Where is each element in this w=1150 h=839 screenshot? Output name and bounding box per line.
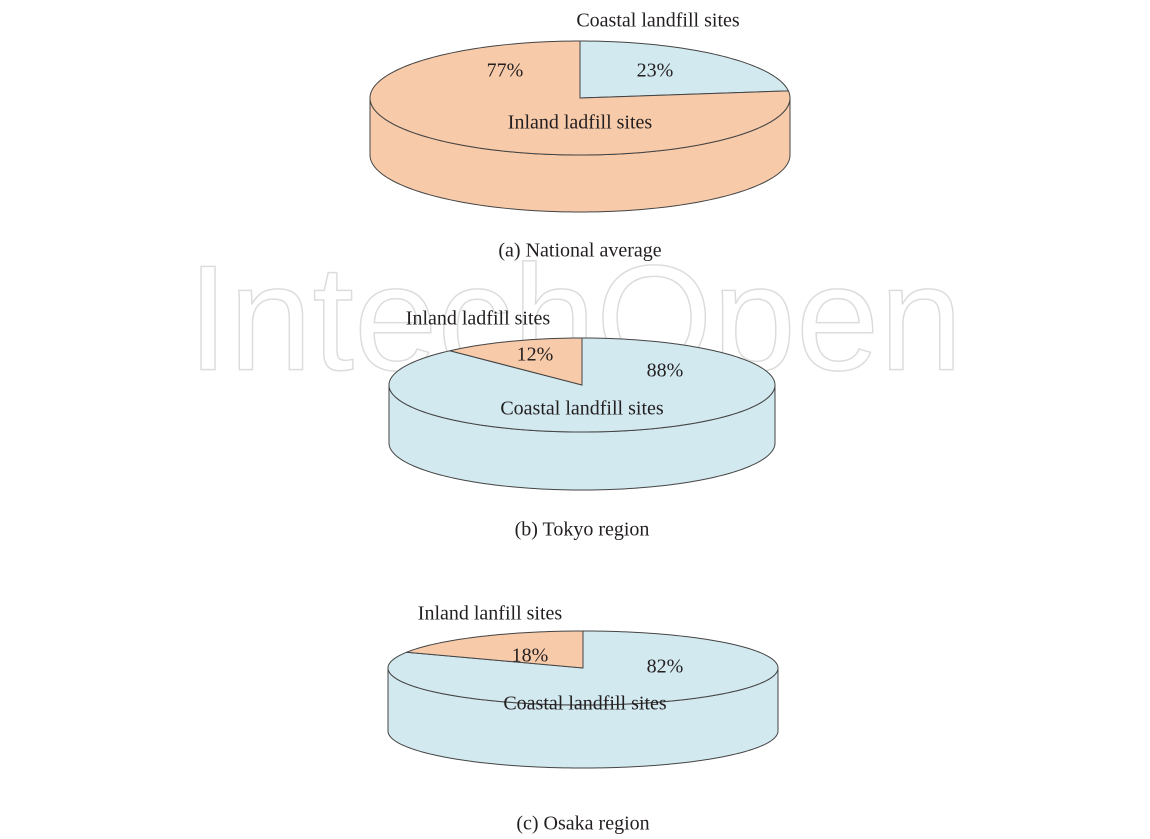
slice-label: Inland ladfill sites (406, 308, 551, 330)
pie-slice (406, 630, 584, 669)
value-label: 82% (647, 656, 684, 678)
pie-slice (369, 40, 791, 156)
pie-slice (449, 337, 583, 386)
chart-caption: (b) Tokyo region (515, 519, 650, 541)
slice-label: Inland ladfill sites (508, 112, 653, 134)
slice-label: Coastal landfill sites (503, 693, 667, 715)
value-label: 18% (512, 645, 549, 667)
pie-slice (579, 40, 790, 99)
slice-label: Coastal landfill sites (576, 10, 740, 32)
value-label: 77% (487, 60, 524, 82)
value-label: 23% (637, 60, 674, 82)
value-label: 88% (647, 360, 684, 382)
slice-label: Coastal landfill sites (500, 398, 664, 420)
value-label: 12% (517, 344, 554, 366)
chart-caption: (c) Osaka region (516, 813, 649, 835)
slice-label: Inland lanfill sites (418, 603, 563, 625)
chart-caption: (a) National average (498, 240, 661, 262)
